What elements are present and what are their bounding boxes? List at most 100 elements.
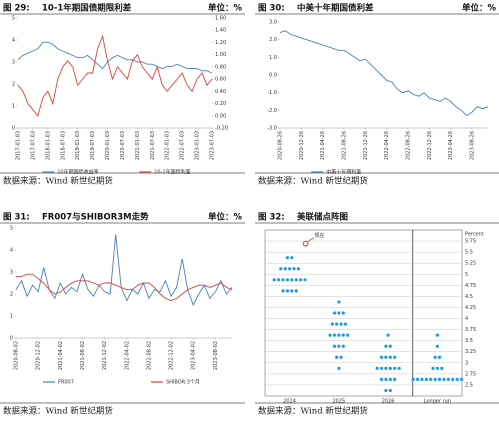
fomc-dot bbox=[384, 355, 388, 359]
legend-label: SHIBOR:3个月 bbox=[166, 380, 200, 386]
fomc-dot bbox=[337, 366, 341, 370]
fomc-dot bbox=[429, 377, 433, 381]
fomc-dot bbox=[393, 366, 397, 370]
y-tick-label: -1.0 bbox=[267, 90, 277, 96]
x-tick-label: 2023-04-26 bbox=[448, 131, 454, 160]
fomc-dot bbox=[397, 366, 401, 370]
fomc-dot bbox=[379, 366, 384, 370]
fomc-dot bbox=[435, 333, 439, 337]
x-tick-label: 2020-08-26 bbox=[278, 131, 284, 160]
y2-tick-label: 1.40 bbox=[215, 28, 226, 34]
fomc-dot bbox=[335, 322, 339, 326]
fomc-dot bbox=[379, 377, 384, 381]
legend-label: 中美十年期利差 bbox=[326, 169, 361, 176]
fomc-dot bbox=[375, 366, 379, 370]
x-tick-label: 2022-04-02 bbox=[124, 341, 130, 370]
x-tick-label: 2020-08-02 bbox=[14, 341, 20, 370]
y-tick-label: 1 bbox=[12, 104, 15, 110]
x-tick-label: 2020-12-26 bbox=[299, 131, 305, 160]
y2-tick-label: 0.40 bbox=[215, 89, 226, 95]
fomc-dot bbox=[451, 377, 455, 381]
fomc-dot bbox=[341, 333, 345, 337]
x-tick-label: 2021-04-26 bbox=[320, 131, 326, 160]
source-note: 数据来源：Wind 新世纪期货 bbox=[3, 406, 113, 417]
y-tick-label: 3 bbox=[465, 360, 468, 366]
fomc-dot bbox=[332, 311, 337, 315]
fomc-dot bbox=[299, 278, 303, 282]
x-tick-label: 2019-01-03 bbox=[75, 131, 81, 160]
y-tick-label: 4.75 bbox=[465, 283, 476, 289]
y-tick-label: 3.75 bbox=[465, 327, 476, 333]
fomc-dot bbox=[281, 278, 285, 282]
y-tick-label: 5.75 bbox=[465, 239, 476, 245]
fomc-dot bbox=[455, 377, 459, 381]
fomc-dot bbox=[384, 388, 388, 393]
legend-label: 10-1年国债利差 bbox=[154, 169, 190, 176]
source-note: 数据来源：Wind 新世纪期货 bbox=[258, 176, 368, 187]
annotation-arrow bbox=[307, 237, 314, 242]
y-tick-label: 5 bbox=[465, 272, 468, 278]
fomc-dot bbox=[339, 355, 343, 359]
series-line bbox=[16, 273, 233, 302]
fomc-dot bbox=[283, 267, 287, 271]
x-tick-label: 2025 bbox=[333, 399, 346, 405]
figure-unit: 单位：% bbox=[208, 3, 243, 14]
y-tick-label: 2 bbox=[10, 292, 13, 298]
figure-number: 图 30: bbox=[258, 4, 285, 14]
figure-unit: 单位：% bbox=[462, 3, 497, 14]
fomc-dot bbox=[288, 267, 292, 271]
figure-title: 中美十年期国债利差 bbox=[297, 3, 374, 14]
fomc-dot bbox=[459, 377, 464, 381]
fomc-dot bbox=[393, 355, 397, 359]
y-tick-label: 1 bbox=[10, 314, 13, 320]
x-tick-label: 2017-01-03 bbox=[16, 131, 22, 160]
fomc-dot bbox=[384, 366, 388, 370]
legend-label: 10年期国债收益率 bbox=[57, 169, 98, 176]
y-tick-label: 2.0 bbox=[269, 37, 277, 43]
fomc-dot bbox=[328, 333, 332, 337]
figure-number: 图 29: bbox=[3, 4, 30, 14]
fomc-dot bbox=[337, 344, 341, 348]
source-note: 数据来源：Wind 新世纪期货 bbox=[3, 176, 113, 187]
fomc-dot bbox=[332, 344, 337, 348]
y2-tick-label: 0.80 bbox=[215, 64, 226, 70]
y2-tick-label: -0.20 bbox=[215, 126, 228, 132]
fomc-dot bbox=[433, 377, 437, 381]
x-tick-label: 2018-01-03 bbox=[45, 131, 51, 160]
y-tick-label: 2 bbox=[12, 82, 15, 88]
fomc-dot bbox=[277, 278, 281, 282]
fomc-dot bbox=[435, 344, 439, 348]
y-tick-label: 0.0 bbox=[269, 73, 277, 79]
y2-tick-label: 0.00 bbox=[215, 113, 226, 119]
y2-tick-label: 1.60 bbox=[215, 16, 226, 22]
x-tick-label: 2021-08-02 bbox=[80, 341, 86, 370]
fomc-dot bbox=[279, 267, 283, 271]
x-tick-label: 2020-07-03 bbox=[120, 131, 126, 160]
series-line bbox=[15, 234, 233, 307]
fomc-dot bbox=[446, 377, 450, 381]
fomc-dot bbox=[330, 322, 334, 326]
fomc-dot bbox=[341, 311, 345, 315]
x-tick-label: 2026 bbox=[382, 399, 395, 405]
figure-title: 美联储点阵图 bbox=[297, 212, 348, 223]
fomc-dot bbox=[433, 355, 437, 359]
fomc-dot bbox=[420, 377, 424, 381]
x-tick-label: 2023-01-03 bbox=[195, 131, 201, 160]
fomc-dot bbox=[285, 289, 290, 293]
fomc-dot bbox=[346, 333, 350, 337]
fomc-dot bbox=[415, 377, 420, 381]
y2-tick-label: 0.20 bbox=[215, 101, 226, 107]
fomc-dot bbox=[290, 256, 294, 260]
fomc-dot bbox=[343, 322, 348, 326]
y-tick-label: 0 bbox=[12, 126, 15, 132]
y-tick-label: 0 bbox=[10, 336, 13, 342]
y-axis-title: Percent bbox=[465, 232, 484, 238]
fomc-dot bbox=[440, 366, 444, 370]
fomc-dot bbox=[388, 377, 392, 381]
x-tick-label: 2021-01-03 bbox=[135, 131, 141, 160]
fomc-dot bbox=[337, 311, 341, 315]
fomc-dot bbox=[435, 366, 439, 370]
x-tick-label: 2022-08-02 bbox=[146, 341, 152, 370]
fomc-dot bbox=[424, 377, 428, 381]
